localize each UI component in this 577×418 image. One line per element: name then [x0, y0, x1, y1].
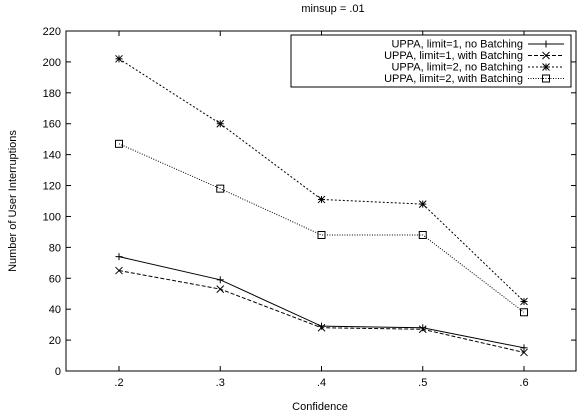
series-1 — [115, 253, 528, 352]
legend-marker — [542, 40, 550, 48]
y-tick-label: 200 — [43, 57, 61, 69]
data-point — [418, 231, 427, 239]
series-line — [118, 256, 525, 349]
series-line — [118, 58, 525, 302]
y-tick-label: 80 — [49, 242, 61, 254]
y-tick-label: 100 — [43, 211, 61, 223]
data-point — [216, 184, 225, 193]
data-point — [115, 266, 123, 275]
chart-title: minsup = .01 — [301, 3, 364, 15]
x-tick-label: .3 — [216, 377, 225, 389]
data-point — [216, 276, 224, 284]
series-4 — [115, 139, 528, 317]
y-axis-title: Number of User Interruptions — [7, 130, 19, 272]
data-point — [520, 308, 528, 317]
y-tick-label: 20 — [49, 335, 61, 347]
legend-label: UPPA, limit=1, no Batching — [391, 39, 523, 51]
y-tick-label: 180 — [43, 88, 61, 100]
legend-marker — [542, 63, 550, 71]
data-point — [216, 119, 225, 128]
legend-label: UPPA, limit=1, with Batching — [384, 50, 523, 62]
data-point — [317, 231, 326, 239]
data-point — [520, 297, 528, 306]
y-tick-label: 60 — [49, 273, 61, 285]
legend-marker — [542, 74, 550, 83]
data-point — [317, 323, 326, 332]
x-tick-label: .6 — [519, 377, 528, 389]
y-tick-label: 140 — [43, 150, 61, 162]
data-point — [520, 344, 528, 352]
data-point — [115, 253, 123, 261]
y-tick-label: 0 — [55, 366, 61, 378]
data-point — [317, 195, 326, 204]
data-point — [318, 322, 325, 330]
legend-marker — [542, 51, 550, 60]
y-tick-label: 160 — [43, 119, 61, 131]
data-point — [216, 285, 225, 293]
y-tick-label: 120 — [43, 181, 61, 193]
series-line — [118, 143, 525, 313]
data-point — [419, 324, 427, 332]
x-tick-label: .4 — [317, 377, 326, 389]
series-3 — [115, 54, 528, 306]
x-tick-label: .5 — [418, 377, 427, 389]
x-axis-title: Confidence — [292, 401, 348, 413]
x-tick-label: .2 — [114, 377, 123, 389]
data-point — [418, 325, 427, 334]
legend-label: UPPA, limit=2, no Batching — [391, 62, 523, 74]
data-point — [520, 348, 528, 357]
axes: 0 20 40 60 80 100 120 140 160 180 200 220 .2 .3 .4 .5 .6 — [43, 26, 577, 389]
data-point — [115, 54, 123, 63]
series-2 — [115, 266, 528, 357]
data-point — [115, 139, 123, 148]
y-tick-label: 40 — [49, 304, 61, 316]
series-line — [118, 270, 525, 353]
y-tick-label: 220 — [43, 26, 61, 38]
data-point — [418, 200, 427, 208]
plot-area — [115, 54, 528, 357]
legend-box — [290, 34, 572, 88]
legend-label: UPPA, limit=2, with Batching — [384, 73, 523, 85]
